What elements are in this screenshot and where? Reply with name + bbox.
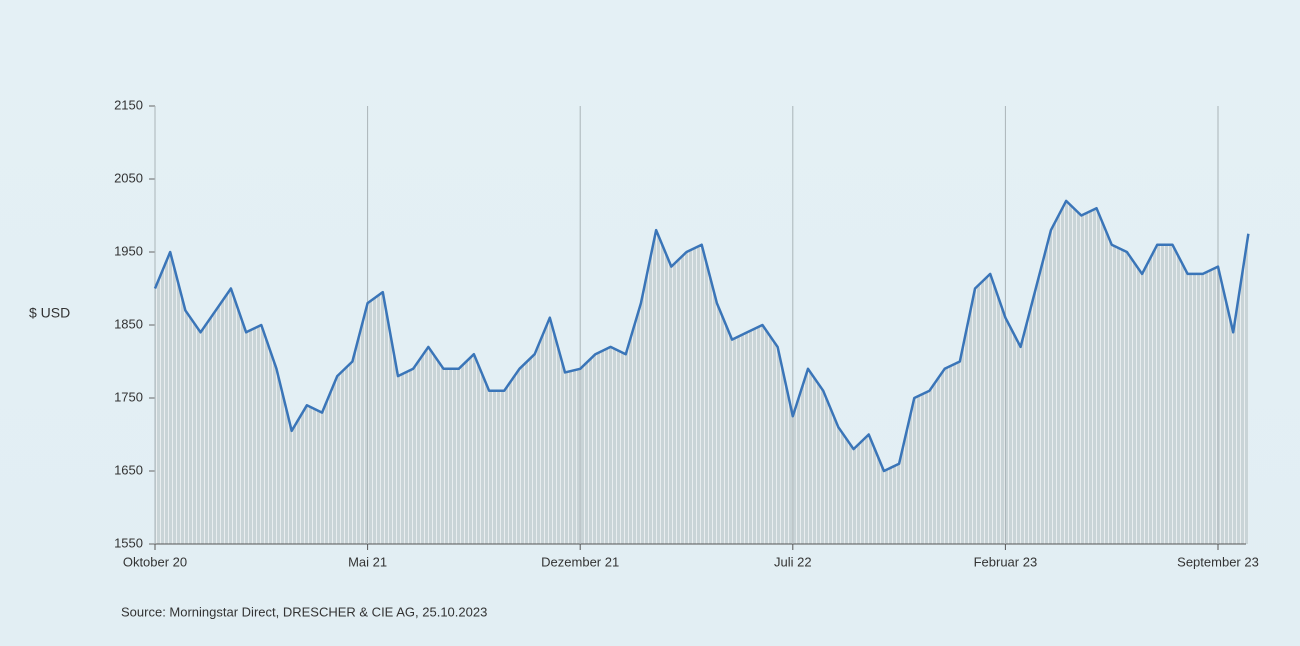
x-tick-label: September 23 [1177, 554, 1259, 569]
x-tick-label: Februar 23 [974, 554, 1038, 569]
source: Source: Morningstar Direct, DRESCHER & C… [121, 604, 487, 619]
area [155, 200, 1249, 544]
y-axis-label: $ USD [29, 305, 70, 321]
x-tick-label: Juli 22 [774, 554, 812, 569]
x-tick-label: Mai 21 [348, 554, 387, 569]
y-tick-label: 2150 [114, 97, 143, 112]
y-tick-label: 1750 [114, 389, 143, 404]
x-tick-label: Oktober 20 [123, 554, 187, 569]
y-tick-label: 1950 [114, 243, 143, 258]
line [153, 199, 1250, 473]
x-tick-label: Dezember 21 [541, 554, 619, 569]
y-tick-label: 1550 [114, 535, 143, 550]
y-tick-label: 1850 [114, 316, 143, 331]
y-tick-label: 1650 [114, 462, 143, 477]
y-tick-label: 2050 [114, 170, 143, 185]
